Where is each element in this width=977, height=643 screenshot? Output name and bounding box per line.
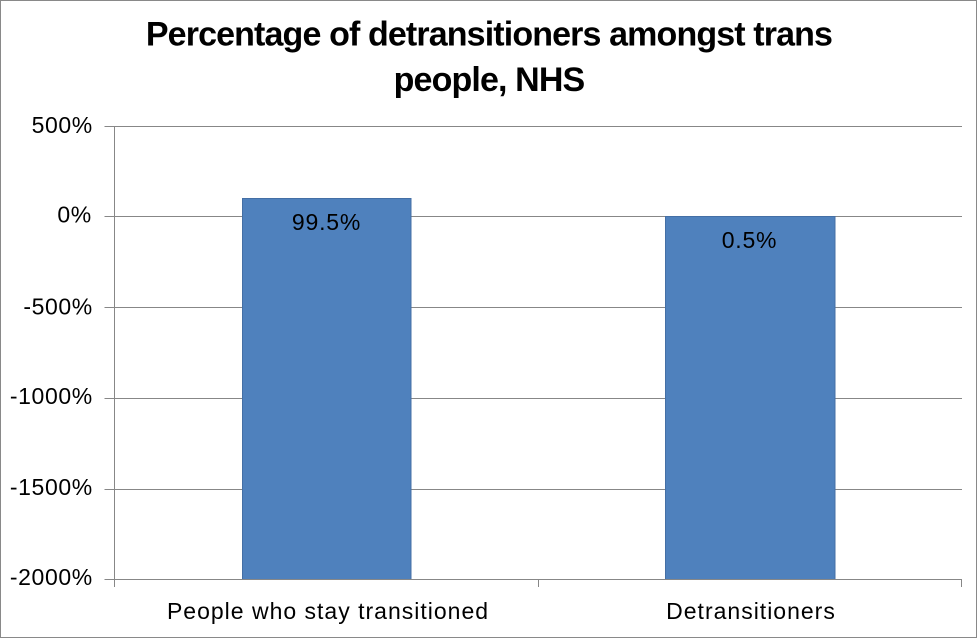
svg-text:people, NHS: people, NHS xyxy=(394,61,585,99)
svg-text:-500%: -500% xyxy=(23,294,92,320)
svg-text:-1500%: -1500% xyxy=(10,474,93,500)
svg-text:-1000%: -1000% xyxy=(10,383,93,409)
svg-text:Percentage of detransitioners: Percentage of detransitioners amongst tr… xyxy=(146,16,832,54)
svg-text:People who stay transitioned: People who stay transitioned xyxy=(167,598,489,624)
svg-text:Detransitioners: Detransitioners xyxy=(666,598,836,624)
svg-text:0%: 0% xyxy=(57,202,91,228)
svg-text:500%: 500% xyxy=(32,112,93,138)
svg-text:99.5%: 99.5% xyxy=(292,209,361,235)
svg-text:-2000%: -2000% xyxy=(10,564,93,590)
svg-text:0.5%: 0.5% xyxy=(722,227,778,253)
